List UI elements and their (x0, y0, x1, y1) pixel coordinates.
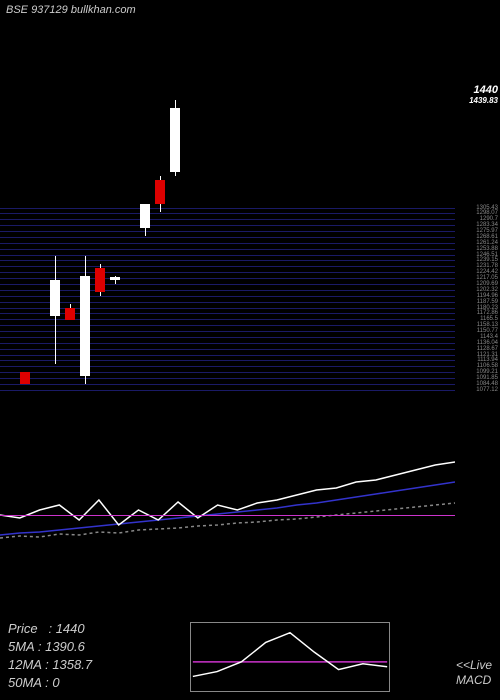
chart-header: BSE 937129 bullkhan.com (0, 0, 500, 20)
stat-5ma: 5MA : 1390.6 (8, 638, 92, 656)
macd-lines (0, 440, 455, 600)
site-label: bullkhan.com (71, 4, 136, 16)
live-macd-label: <<Live MACD (456, 658, 492, 688)
current-price-label: 1440 (474, 84, 498, 96)
candlestick-chart: 1077.121084.481091.851099.211106.581113.… (0, 100, 500, 390)
indicator-panel: Price : 1440 5MA : 1390.6 12MA : 1358.7 … (0, 440, 500, 700)
candles-layer (0, 100, 500, 390)
ticker-label: BSE 937129 (6, 4, 68, 16)
stat-price: Price : 1440 (8, 620, 92, 638)
stats-block: Price : 1440 5MA : 1390.6 12MA : 1358.7 … (8, 620, 92, 692)
macd-zero-line (0, 515, 455, 516)
price-extra-label: 1439.83 (469, 96, 498, 105)
stat-50ma: 50MA : 0 (8, 674, 92, 692)
macd-chart (0, 440, 500, 600)
macd-mini-box (190, 622, 390, 692)
macd-mini-lines (191, 623, 389, 691)
stat-12ma: 12MA : 1358.7 (8, 656, 92, 674)
y-axis-labels: 1077.121084.481091.851099.211106.581113.… (458, 100, 500, 390)
